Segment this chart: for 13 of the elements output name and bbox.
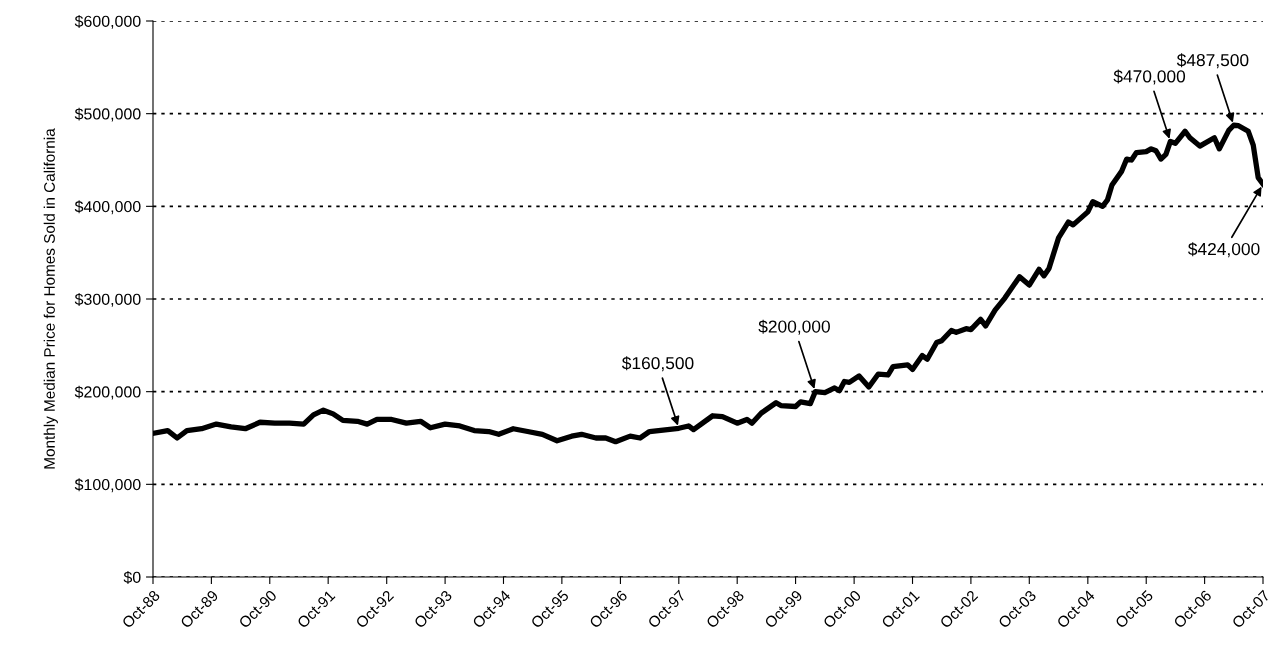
annotation: $487,500 bbox=[1176, 53, 1249, 69]
annotation: $160,500 bbox=[621, 356, 694, 372]
y-tick-label: $400,000 bbox=[74, 200, 141, 215]
annotation: $470,000 bbox=[1113, 69, 1186, 85]
y-tick-label: $0 bbox=[123, 570, 141, 584]
y-tick-label: $100,000 bbox=[74, 478, 141, 493]
annotation: $200,000 bbox=[758, 319, 830, 335]
y-tick-label: $500,000 bbox=[74, 107, 141, 122]
y-tick-label: $300,000 bbox=[74, 292, 141, 307]
annotation: $424,000 bbox=[1188, 242, 1260, 258]
y-tick-label: $600,000 bbox=[74, 14, 141, 29]
y-tick-label: $200,000 bbox=[74, 385, 141, 400]
y-axis-title: Monthly Median Price for Homes Sold in California bbox=[43, 128, 58, 469]
